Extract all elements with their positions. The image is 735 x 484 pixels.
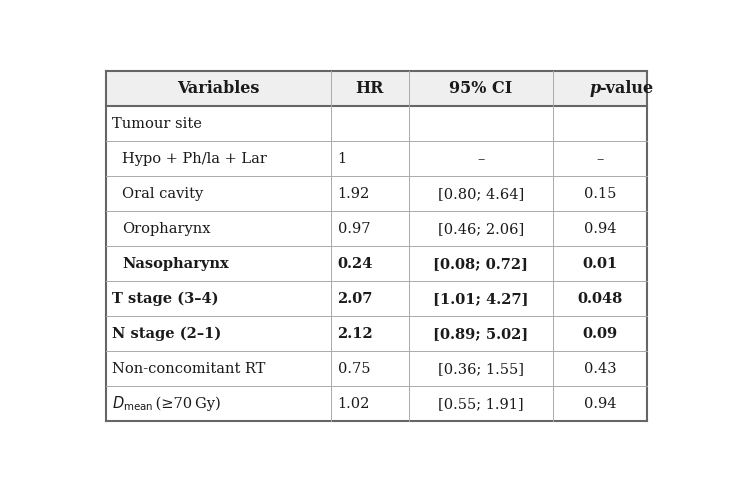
Text: (≥70 Gy): (≥70 Gy) <box>151 397 220 411</box>
Text: 2.12: 2.12 <box>337 327 373 341</box>
Text: Hypo + Ph/la + Lar: Hypo + Ph/la + Lar <box>122 151 267 166</box>
Text: 0.94: 0.94 <box>584 397 616 411</box>
Text: [0.89; 5.02]: [0.89; 5.02] <box>433 327 528 341</box>
Text: 0.048: 0.048 <box>577 292 623 306</box>
Text: 0.75: 0.75 <box>337 362 370 376</box>
Bar <box>106 106 648 141</box>
Text: [0.55; 1.91]: [0.55; 1.91] <box>438 397 523 411</box>
Text: –: – <box>596 151 603 166</box>
Text: 0.01: 0.01 <box>582 257 617 271</box>
Text: Oral cavity: Oral cavity <box>122 187 204 201</box>
Bar <box>106 71 648 106</box>
Text: 1: 1 <box>337 151 347 166</box>
Text: 0.24: 0.24 <box>337 257 373 271</box>
Text: –: – <box>477 151 484 166</box>
Text: 0.97: 0.97 <box>337 222 370 236</box>
Text: Nasopharynx: Nasopharynx <box>122 257 229 271</box>
Text: [0.80; 4.64]: [0.80; 4.64] <box>438 187 524 201</box>
Text: Variables: Variables <box>177 80 259 97</box>
Bar <box>106 281 648 317</box>
Text: $\mathit{D}_{\mathrm{mean}}$: $\mathit{D}_{\mathrm{mean}}$ <box>112 394 153 413</box>
Bar <box>106 176 648 211</box>
Text: Tumour site: Tumour site <box>112 117 201 131</box>
Text: HR: HR <box>356 80 384 97</box>
Text: N stage (2–1): N stage (2–1) <box>112 327 221 341</box>
Text: [0.36; 1.55]: [0.36; 1.55] <box>438 362 524 376</box>
Bar <box>106 386 648 422</box>
Text: -value: -value <box>599 80 653 97</box>
Text: p: p <box>589 80 601 97</box>
Bar <box>106 246 648 281</box>
Text: 0.15: 0.15 <box>584 187 616 201</box>
Bar <box>106 317 648 351</box>
Text: T stage (3–4): T stage (3–4) <box>112 292 218 306</box>
Text: 1.02: 1.02 <box>337 397 370 411</box>
Text: [1.01; 4.27]: [1.01; 4.27] <box>433 292 528 306</box>
Text: 0.94: 0.94 <box>584 222 616 236</box>
Text: 1.92: 1.92 <box>337 187 370 201</box>
Text: 0.43: 0.43 <box>584 362 616 376</box>
Text: [0.46; 2.06]: [0.46; 2.06] <box>438 222 524 236</box>
Bar <box>106 351 648 386</box>
Bar <box>106 211 648 246</box>
Text: 95% CI: 95% CI <box>449 80 512 97</box>
Text: [0.08; 0.72]: [0.08; 0.72] <box>434 257 528 271</box>
Text: Non-concomitant RT: Non-concomitant RT <box>112 362 265 376</box>
Bar <box>106 141 648 176</box>
Text: Oropharynx: Oropharynx <box>122 222 210 236</box>
Text: 2.07: 2.07 <box>337 292 373 306</box>
Text: 0.09: 0.09 <box>582 327 617 341</box>
